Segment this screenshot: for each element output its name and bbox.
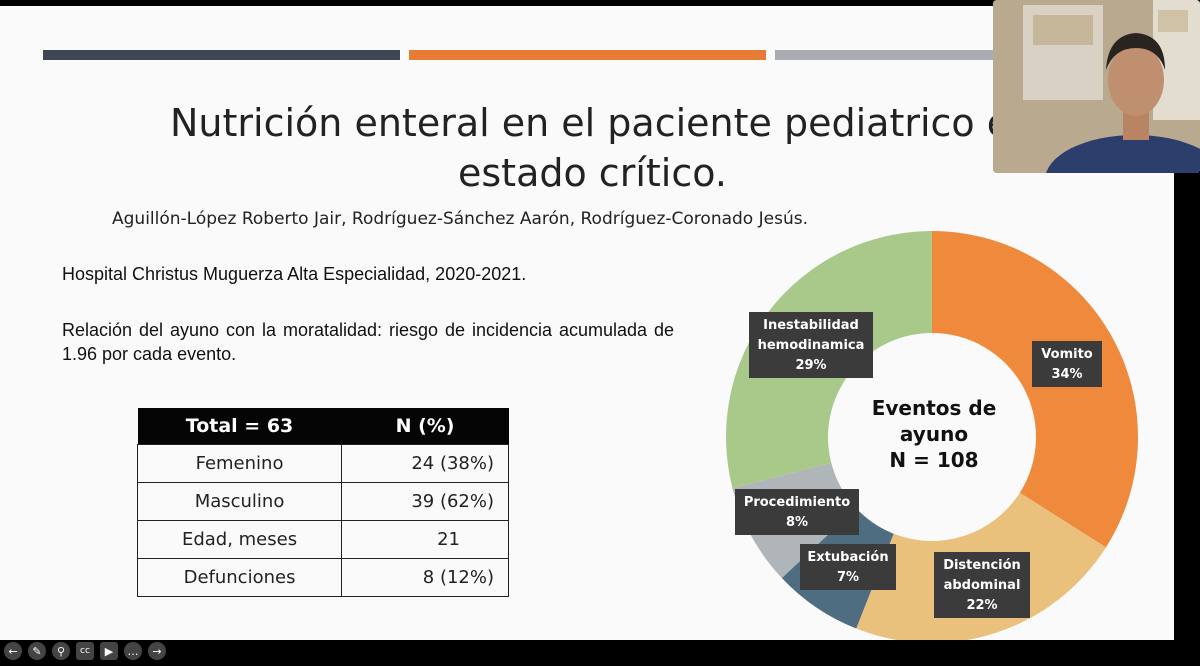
accent-bar-orange bbox=[409, 50, 766, 60]
donut-slice-0 bbox=[932, 231, 1138, 548]
table-cell: Femenino bbox=[136, 444, 343, 483]
demographics-table: Total = 63 N (%) Femenino 24 (38%) Mascu… bbox=[136, 408, 509, 597]
slice-label-text: 22% bbox=[966, 598, 997, 613]
table-cell: 39 (62%) bbox=[341, 482, 509, 521]
table-cell: 21 bbox=[341, 520, 509, 559]
table-header-row: Total = 63 N (%) bbox=[137, 408, 509, 445]
slice-label-text: Distención bbox=[943, 558, 1021, 573]
next-icon[interactable]: → bbox=[148, 642, 166, 660]
presentation-toolbar: ← ✎ ⚲ cc ▶ … → bbox=[4, 642, 166, 662]
donut-center-label: ayuno bbox=[900, 422, 968, 446]
table-header-cell: N (%) bbox=[341, 408, 509, 445]
donut-center-label: Eventos de bbox=[872, 396, 997, 420]
slide-title-line2: estado crítico. bbox=[458, 151, 727, 195]
slice-label-4: Inestabilidad hemodinamica 29% bbox=[749, 312, 873, 378]
slice-label-text: Extubación bbox=[807, 550, 888, 565]
donut-slice-3 bbox=[732, 462, 857, 579]
slice-label-text: 34% bbox=[1051, 367, 1082, 382]
accent-bar-gray bbox=[775, 50, 1005, 60]
slice-label-box bbox=[749, 312, 873, 378]
table-header-cell: Total = 63 bbox=[137, 408, 342, 445]
table-row: Defunciones 8 (12%) bbox=[136, 558, 509, 597]
slice-label-box bbox=[735, 489, 859, 535]
hospital-text: Hospital Christus Muguerza Alta Especial… bbox=[62, 264, 527, 284]
slice-label-text: 8% bbox=[786, 515, 808, 530]
relation-text: Relación del ayuno con la moratalidad: r… bbox=[62, 320, 674, 364]
prev-icon[interactable]: ← bbox=[4, 642, 22, 660]
donut-slice-4 bbox=[726, 231, 932, 489]
slice-label-text: abdominal bbox=[944, 578, 1021, 593]
slide-title-line1: Nutrición enteral en el paciente pediatr… bbox=[170, 101, 1035, 145]
slice-label-0: Vomito 34% bbox=[1032, 341, 1102, 387]
camera-icon[interactable]: ▶ bbox=[100, 642, 118, 660]
slice-label-text: Inestabilidad bbox=[763, 318, 859, 333]
more-icon[interactable]: … bbox=[124, 642, 142, 660]
zoom-icon[interactable]: ⚲ bbox=[52, 642, 70, 660]
table-cell: Defunciones bbox=[136, 558, 343, 597]
table-row: Femenino 24 (38%) bbox=[136, 444, 509, 483]
slice-label-box bbox=[1032, 341, 1102, 387]
donut-slice-2 bbox=[781, 508, 894, 629]
donut-slice-1 bbox=[856, 492, 1106, 640]
webcam-presenter-image bbox=[993, 0, 1200, 173]
authors-text: Aguillón-López Roberto Jair, Rodríguez-S… bbox=[112, 209, 808, 229]
slice-label-text: Procedimiento bbox=[744, 495, 850, 510]
table-row: Edad, meses 21 bbox=[136, 520, 509, 559]
slice-label-2: Extubación 7% bbox=[800, 544, 896, 590]
slice-label-box bbox=[934, 552, 1030, 618]
table-cell: Masculino bbox=[136, 482, 343, 521]
pen-icon[interactable]: ✎ bbox=[28, 642, 46, 660]
webcam-video-tile bbox=[993, 0, 1200, 173]
table-row: Masculino 39 (62%) bbox=[136, 482, 509, 521]
table-cell: Edad, meses bbox=[136, 520, 343, 559]
slice-label-text: 7% bbox=[837, 570, 859, 585]
slice-label-3: Procedimiento 8% bbox=[735, 489, 859, 535]
slice-label-1: Distención abdominal 22% bbox=[934, 552, 1030, 618]
table-cell: 24 (38%) bbox=[341, 444, 509, 483]
slice-label-text: Vomito bbox=[1041, 347, 1092, 362]
accent-bar-dark bbox=[43, 50, 400, 60]
slice-label-box bbox=[800, 544, 896, 590]
slice-label-text: hemodinamica bbox=[758, 338, 865, 353]
slice-label-text: 29% bbox=[795, 358, 826, 373]
donut-center-label: N = 108 bbox=[889, 448, 978, 472]
table-cell: 8 (12%) bbox=[341, 558, 509, 597]
captions-icon[interactable]: cc bbox=[76, 642, 94, 660]
